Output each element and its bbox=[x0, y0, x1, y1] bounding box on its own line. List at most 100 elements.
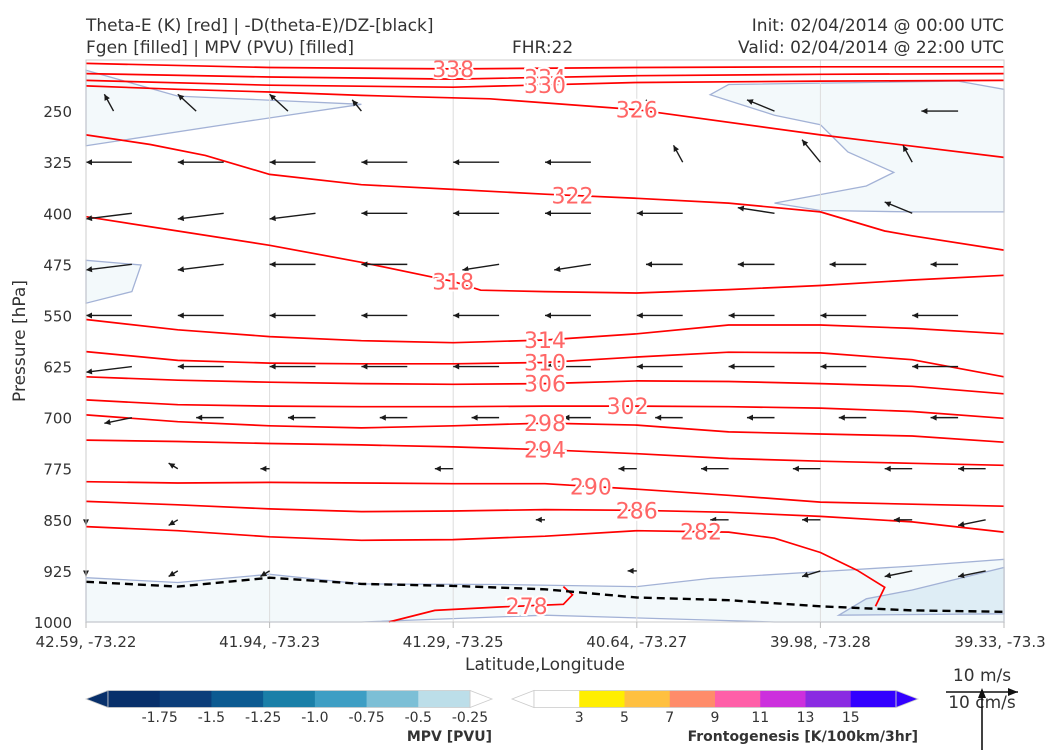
x-tick-label: 39.33, -73.3 bbox=[954, 633, 1045, 651]
valid-time: Valid: 02/04/2014 @ 22:00 UTC bbox=[738, 38, 1004, 58]
wind-vector-head bbox=[177, 363, 184, 370]
title-left-line-1: Theta-E (K) [red] | -D(theta-E)/DZ-[blac… bbox=[85, 16, 434, 36]
wind-vector bbox=[85, 212, 132, 220]
colorbar-tick-label: 15 bbox=[842, 710, 860, 726]
wind-vector-head bbox=[196, 414, 203, 421]
colorbar-tick-label: -1.0 bbox=[301, 710, 328, 726]
wind-vector-head bbox=[737, 205, 745, 212]
wind-vector bbox=[462, 263, 500, 271]
contour-label-330: 330 bbox=[524, 74, 566, 99]
wind-vector-head bbox=[453, 363, 460, 370]
colorbar-tick-label: -0.25 bbox=[452, 710, 488, 726]
wind-vector-head bbox=[434, 465, 441, 472]
wind-vector-head bbox=[958, 521, 965, 528]
theta-e-contour-286 bbox=[85, 500, 1005, 533]
contour-label-302: 302 bbox=[607, 395, 649, 420]
wind-vector-head bbox=[636, 312, 643, 319]
plot-area: 338 3343303263223183143103063022982942902… bbox=[83, 56, 1005, 623]
theta-e-contour-294 bbox=[85, 439, 1005, 467]
wind-vectors bbox=[83, 93, 986, 579]
colorbar-segment bbox=[850, 690, 897, 708]
wind-vector-head bbox=[104, 94, 110, 101]
wind-vector-head bbox=[288, 414, 294, 421]
wind-vector-head bbox=[802, 571, 809, 578]
wind-vector-head bbox=[563, 414, 570, 421]
contour-label-306: 306 bbox=[524, 373, 566, 398]
wind-vector-head bbox=[829, 261, 836, 268]
forecast-hour: FHR:22 bbox=[512, 38, 573, 58]
title-left-line-2: Fgen [filled] | MPV (PVU) [filled] bbox=[86, 38, 354, 58]
x-tick-label: 40.64, -73.27 bbox=[586, 633, 687, 651]
wind-vector-head bbox=[747, 99, 754, 105]
y-axis-ticks: 250 325 400 475 550 625 700 775 850 925 1000 bbox=[34, 103, 72, 632]
wind-vector-head bbox=[820, 312, 827, 319]
wind-vector-head bbox=[177, 215, 185, 222]
wind-vector bbox=[85, 365, 132, 373]
wind-vector-head bbox=[737, 261, 744, 268]
theta-e-contour-282 bbox=[85, 525, 886, 607]
wind-vector-head bbox=[646, 99, 653, 107]
colorbar-mpv-label: MPV [PVU] bbox=[407, 729, 492, 745]
colorbar-segment bbox=[314, 690, 368, 708]
colorbar-segment bbox=[805, 690, 852, 708]
wind-vector-head bbox=[930, 414, 937, 421]
x-tick-label: 41.94, -73.23 bbox=[219, 633, 320, 651]
wind-vector-head bbox=[361, 312, 368, 319]
wind-vector-head bbox=[554, 266, 561, 272]
theta-e-contour-310 bbox=[85, 350, 1005, 378]
colorbar-extend-left bbox=[510, 689, 535, 709]
colorbar-tick-label: -1.25 bbox=[245, 710, 281, 726]
wind-vector-head bbox=[269, 261, 276, 268]
wind-vector-head bbox=[792, 465, 799, 472]
contour-label-310: 310 bbox=[524, 351, 566, 376]
colorbar-segment bbox=[159, 690, 212, 708]
wind-vector-head bbox=[701, 465, 708, 472]
colorbar-segment bbox=[534, 690, 580, 708]
colorbar-extend-right bbox=[469, 689, 494, 709]
wind-vector-head bbox=[820, 363, 827, 370]
wind-vector-head bbox=[86, 215, 93, 222]
wind-vector-head bbox=[361, 210, 368, 217]
colorbar-segment bbox=[108, 690, 161, 708]
wind-vector-head bbox=[352, 99, 359, 107]
wind-vector-head bbox=[379, 414, 386, 421]
wind-vector-head bbox=[104, 419, 111, 425]
init-time: Init: 02/04/2014 @ 00:00 UTC bbox=[752, 16, 1004, 36]
colorbar-tick-label: -0.75 bbox=[348, 710, 384, 726]
y-tick-label: 1000 bbox=[34, 614, 72, 632]
theta-e-contour-290 bbox=[85, 480, 1005, 508]
colorbar-tick-label: 11 bbox=[751, 710, 769, 726]
wind-vector-head bbox=[636, 363, 643, 370]
contour-label-326: 326 bbox=[616, 99, 658, 124]
filled-regions bbox=[85, 69, 1005, 623]
wind-vector bbox=[737, 206, 775, 214]
theta-e-contour-302 bbox=[85, 399, 1005, 420]
wind-vector-head bbox=[545, 159, 551, 166]
vector-key-label-horizontal: 10 m/s bbox=[953, 666, 1011, 686]
theta-e-contours bbox=[85, 62, 1005, 623]
wind-vector-head bbox=[471, 414, 478, 421]
x-tick-label: 41.29, -73.25 bbox=[403, 633, 504, 651]
colorbar-frontogenesis: 3 5 7 9 11 13 15 bbox=[510, 689, 920, 726]
wind-vector-head bbox=[535, 516, 542, 523]
wind-vector-head bbox=[269, 363, 276, 370]
wind-vector-head bbox=[627, 567, 634, 574]
wind-vector-head bbox=[86, 312, 92, 319]
wind-vector-head bbox=[655, 414, 662, 421]
wind-vector-head bbox=[921, 108, 928, 115]
colorbar-tick-label: -0.5 bbox=[405, 710, 432, 726]
contour-label-338: 338 bbox=[432, 58, 474, 83]
contour-label-314: 314 bbox=[524, 329, 566, 354]
colorbar-segment bbox=[263, 690, 316, 708]
wind-vector-head bbox=[168, 570, 176, 577]
wind-vector-head bbox=[710, 516, 717, 523]
contour-label-278: 278 bbox=[506, 595, 548, 620]
colorbar-mpv: -1.75 -1.5 -1.25 -1.0 -0.75 -0.5 -0.25 bbox=[84, 689, 494, 726]
y-tick-label: 850 bbox=[43, 512, 72, 530]
contour-label-322: 322 bbox=[552, 184, 594, 209]
wind-vector-head bbox=[747, 414, 753, 421]
colorbar-segment bbox=[366, 690, 419, 708]
wind-vector-head bbox=[884, 465, 891, 472]
wind-vector-head bbox=[453, 210, 460, 217]
contour-label-334: 334 bbox=[524, 66, 566, 91]
